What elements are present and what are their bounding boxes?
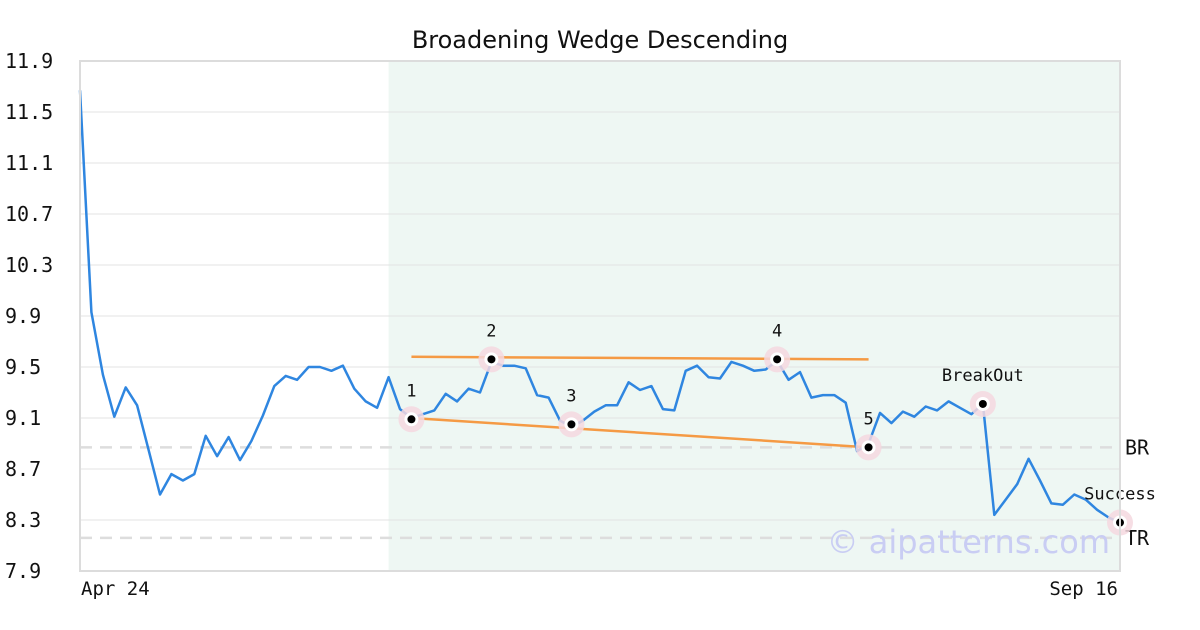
trend-line <box>411 416 869 449</box>
y-tick-label: 11.1 <box>5 151 53 175</box>
chart-title: Broadening Wedge Descending <box>412 26 788 54</box>
y-tick-label: 9.9 <box>5 304 41 328</box>
y-tick-label: 7.9 <box>5 559 41 583</box>
y-tick-label: 9.1 <box>5 406 41 430</box>
y-tick-label: 9.5 <box>5 355 41 379</box>
y-tick-label: 10.7 <box>5 202 53 226</box>
x-tick-label-start: Apr 24 <box>81 578 150 600</box>
y-tick-label: 8.3 <box>5 508 41 532</box>
pattern-point-label: 2 <box>486 321 496 341</box>
pattern-point-label: 5 <box>863 409 873 429</box>
x-tick-label-end: Sep 16 <box>1049 578 1118 600</box>
pattern-point-label: BreakOut <box>942 366 1024 386</box>
pattern-point-marker <box>864 443 873 452</box>
pattern-point-label: 1 <box>406 381 416 401</box>
y-tick-label: 10.3 <box>5 253 53 277</box>
pattern-point-marker <box>487 355 496 364</box>
pattern-point-marker <box>773 355 782 364</box>
plot-frame <box>79 60 1121 572</box>
y-tick-label: 11.5 <box>5 100 53 124</box>
watermark: © aipatterns.com <box>827 523 1110 561</box>
price-series-line <box>78 90 1121 524</box>
pattern-point-marker <box>567 420 576 429</box>
reference-line-label: BR <box>1125 435 1150 459</box>
y-axis: 7.9 8.3 8.7 9.1 9.5 9.9 10.3 10.7 11.1 11.5 11.9 <box>5 49 53 583</box>
pattern-point-marker <box>407 415 416 424</box>
y-tick-label: 8.7 <box>5 457 41 481</box>
pattern-point-marker <box>978 399 987 408</box>
y-tick-label: 11.9 <box>5 49 53 73</box>
pattern-point-label: 4 <box>772 321 782 341</box>
pattern-point-label: 3 <box>566 386 576 406</box>
